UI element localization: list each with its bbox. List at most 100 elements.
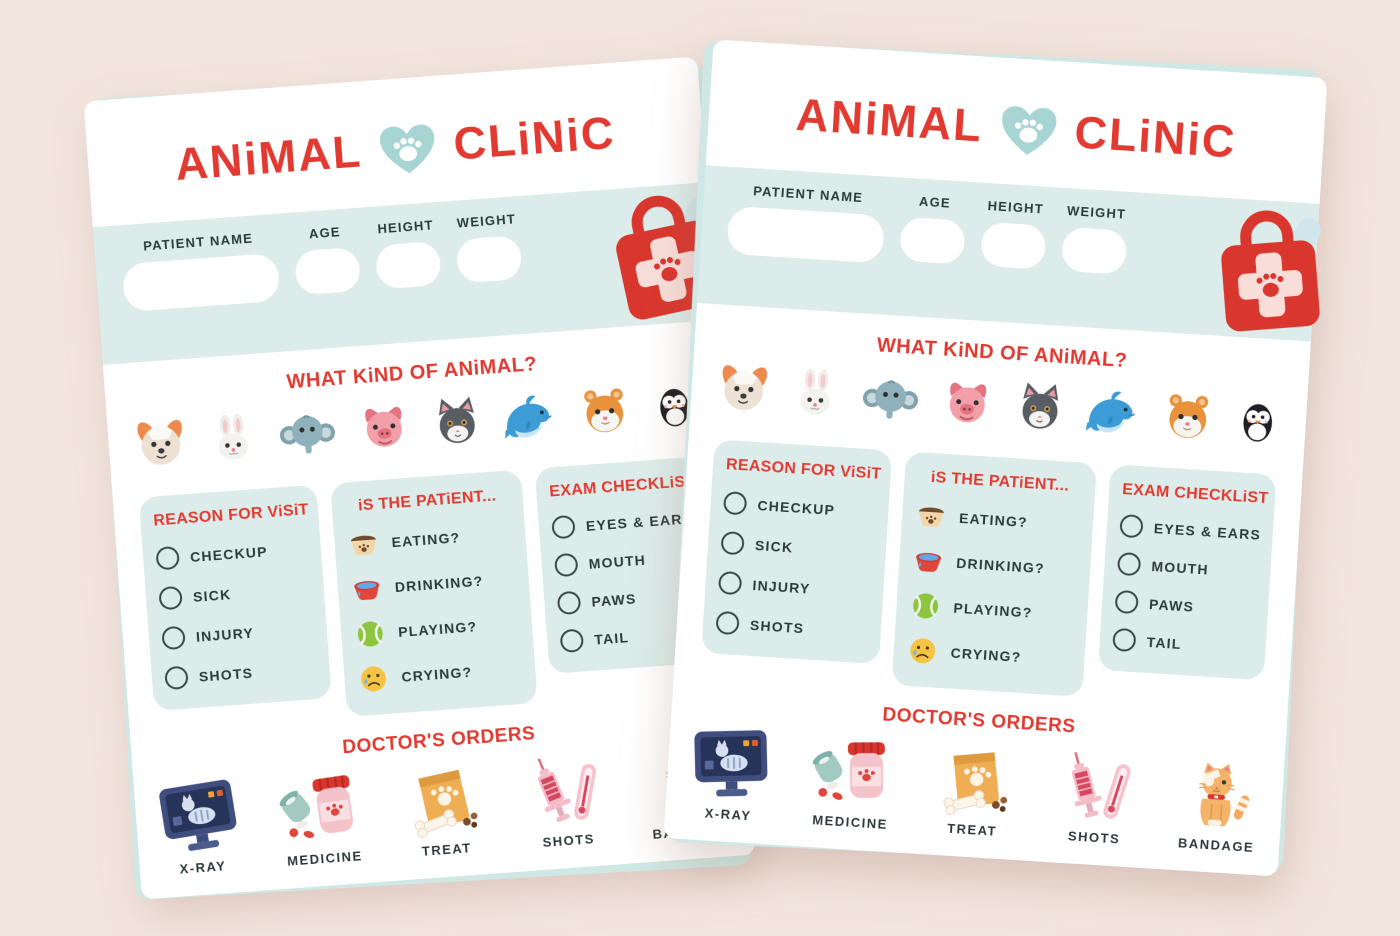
pig-icon[interactable]: [354, 398, 414, 458]
shots-checkbox[interactable]: [715, 610, 740, 636]
penguin-icon[interactable]: [648, 376, 700, 435]
animal-kind-section: WHAT KiND OF ANiMAL?: [104, 340, 724, 476]
playing-row: PLAYING?: [909, 589, 1076, 631]
patient-name-input[interactable]: [726, 205, 886, 264]
patient-name-field: PATIENT NAME: [120, 229, 285, 363]
title-word-clinic: CLiNiC: [1073, 106, 1238, 168]
eyes-ears-checkbox[interactable]: [551, 514, 576, 540]
patient-name-label: PATIENT NAME: [142, 230, 254, 254]
worksheet-page-back: ANiMAL CLiNiC PATIENT NAME AGE HEIGHT WE…: [83, 56, 756, 901]
exam-title: EXAM CHECKLiST: [1121, 481, 1269, 508]
reason-for-visit-box: REASON FOR ViSiT CHECKUP SICK INJURY SHO…: [701, 439, 893, 665]
drinking-label: DRINKING?: [394, 572, 484, 596]
is-the-patient-box: iS THE PATiENT... EATING? DRINKING?: [891, 451, 1097, 697]
xray-item: X-RAY: [152, 777, 249, 878]
shots-label: SHOTS: [749, 616, 805, 636]
hamster-icon[interactable]: [1158, 387, 1217, 446]
checkup-checkbox[interactable]: [722, 491, 748, 516]
title-word-animal: ANiMAL: [173, 125, 364, 190]
dog-icon[interactable]: [131, 414, 191, 474]
sick-checkbox[interactable]: [720, 530, 745, 556]
reason-injury-row: INJURY: [717, 570, 871, 603]
rabbit-icon[interactable]: [204, 409, 260, 469]
animal-clinic-worksheet: ANiMAL CLiNiC PATIENT NAME AGE HEIGHT WE…: [83, 56, 756, 900]
tail-checkbox[interactable]: [1112, 627, 1137, 653]
mouth-row: MOUTH: [1116, 551, 1258, 584]
syringe-thermometer-icon: [1071, 752, 1131, 819]
height-input[interactable]: [980, 221, 1047, 270]
dolphin-icon[interactable]: [501, 387, 561, 447]
treat-label: TREAT: [946, 820, 998, 839]
weight-label: WEIGHT: [1066, 203, 1127, 222]
injury-label: INJURY: [195, 624, 255, 645]
paws-label: PAWS: [1148, 595, 1195, 615]
playing-label: PLAYING?: [953, 599, 1033, 621]
first-aid-bag-icon: [1221, 210, 1321, 332]
shots-item: SHOTS: [517, 750, 614, 851]
drinking-label: DRINKING?: [955, 554, 1046, 577]
medicine-item: MEDICINE: [805, 732, 901, 832]
is-the-patient-box: iS THE PATiENT... EATING? DRINKING?: [330, 469, 538, 717]
title-word-animal: ANiMAL: [794, 88, 985, 152]
clinic-title: ANiMAL CLiNiC: [84, 57, 707, 228]
checkup-checkbox[interactable]: [155, 545, 181, 571]
patient-name-input[interactable]: [121, 252, 281, 313]
treat-label: TREAT: [421, 840, 473, 859]
eating-row: EATING?: [914, 499, 1081, 541]
injury-checkbox[interactable]: [717, 570, 743, 596]
drinking-row: DRINKING?: [911, 544, 1078, 586]
sick-checkbox[interactable]: [158, 585, 183, 611]
reason-sick-row: SICK: [158, 576, 311, 611]
doctors-orders-row: X-RAY: [665, 723, 1285, 856]
treat-item: TREAT: [927, 740, 1023, 840]
dog-icon[interactable]: [714, 359, 773, 418]
bandage-label: BANDAGE: [1177, 835, 1255, 855]
water-bowl-icon: [354, 581, 380, 601]
animal-clinic-worksheet: ANiMAL CLiNiC PATIENT NAME AGE HEIGHT WE…: [663, 39, 1328, 877]
medicine-label: MEDICINE: [286, 848, 364, 869]
eating-label: EATING?: [958, 509, 1029, 531]
xray-label: X-RAY: [704, 805, 752, 824]
xray-item: X-RAY: [683, 724, 779, 824]
weight-input[interactable]: [1060, 226, 1128, 275]
age-input[interactable]: [294, 246, 362, 296]
exam-checklist-box: EXAM CHECKLiST EYES & EARS MOUTH PAWS TA…: [1097, 464, 1277, 681]
height-field: HEIGHT: [977, 198, 1049, 325]
checkup-label: CHECKUP: [757, 496, 836, 518]
pig-icon[interactable]: [937, 373, 996, 432]
patient-state-title: iS THE PATiENT...: [357, 487, 497, 515]
crying-face-icon: [910, 638, 936, 664]
reason-shots-row: SHOTS: [715, 610, 868, 643]
x-ray-monitor-icon: [159, 779, 237, 851]
tennis-ball-icon: [913, 593, 939, 619]
x-ray-monitor-icon: [694, 730, 768, 797]
rabbit-icon[interactable]: [788, 364, 843, 423]
age-input[interactable]: [899, 216, 966, 265]
eyes-ears-checkbox[interactable]: [1119, 513, 1144, 539]
mouth-checkbox[interactable]: [553, 552, 579, 578]
paws-checkbox[interactable]: [1114, 589, 1139, 615]
cat-icon[interactable]: [427, 392, 487, 452]
shots-checkbox[interactable]: [164, 665, 189, 691]
reason-sick-row: SICK: [720, 530, 873, 563]
crying-row: CRYING?: [906, 634, 1073, 676]
dolphin-icon[interactable]: [1085, 383, 1144, 442]
water-bowl-icon: [916, 552, 942, 572]
penguin-icon[interactable]: [1232, 392, 1283, 451]
eating-row: EATING?: [347, 517, 514, 561]
injury-checkbox[interactable]: [161, 625, 186, 651]
reason-title: REASON FOR ViSiT: [152, 501, 310, 530]
animal-kind-section: WHAT KiND OF ANiMAL?: [690, 323, 1310, 452]
weight-input[interactable]: [455, 235, 523, 284]
height-input[interactable]: [374, 240, 442, 290]
paws-checkbox[interactable]: [556, 590, 582, 616]
cat-icon[interactable]: [1011, 378, 1070, 437]
elephant-icon[interactable]: [274, 403, 340, 463]
playing-row: PLAYING?: [353, 607, 520, 651]
clinic-title: ANiMAL CLiNiC: [706, 39, 1328, 203]
elephant-icon[interactable]: [858, 368, 923, 428]
hamster-icon[interactable]: [575, 381, 635, 441]
tail-checkbox[interactable]: [559, 628, 585, 654]
tail-label: TAIL: [1146, 633, 1183, 652]
mouth-checkbox[interactable]: [1116, 551, 1142, 577]
